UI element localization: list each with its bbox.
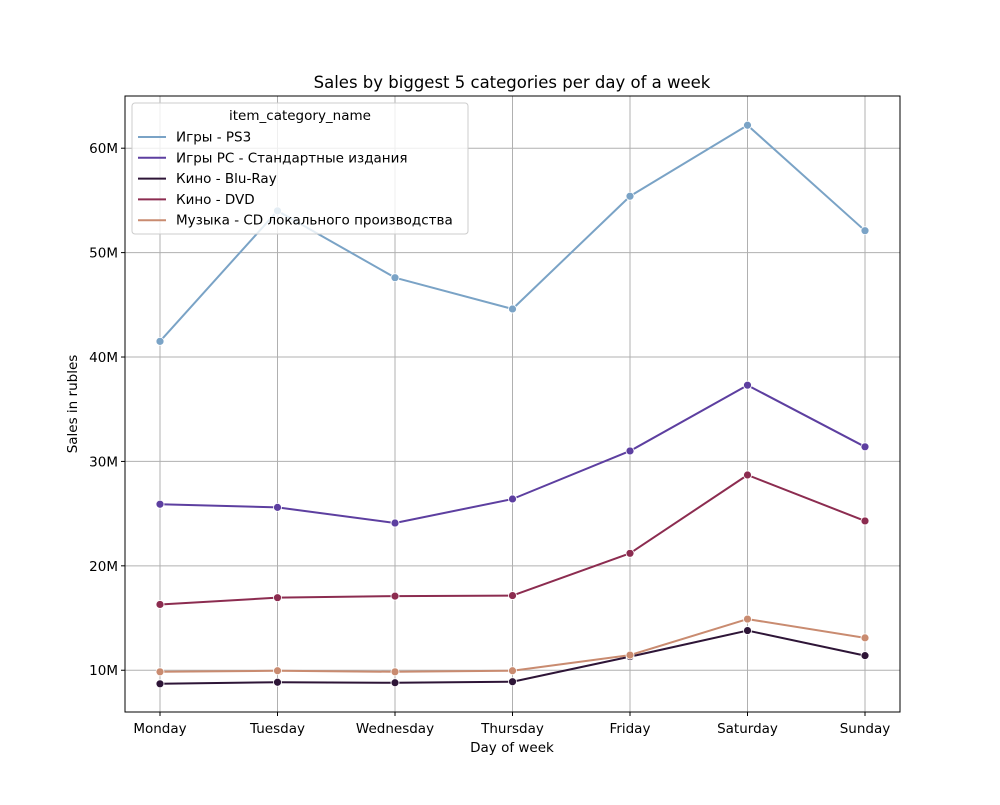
x-tick-label: Monday — [133, 721, 186, 737]
data-point — [508, 677, 517, 687]
y-tick-label: 40M — [89, 350, 118, 366]
data-point — [390, 273, 400, 283]
data-point — [508, 304, 517, 314]
data-point — [625, 548, 635, 558]
data-point — [390, 591, 400, 601]
y-tick-label: 50M — [89, 246, 118, 262]
data-point — [860, 651, 870, 661]
legend-label: Игры - PS3 — [176, 130, 251, 146]
data-point — [860, 633, 870, 643]
data-point — [743, 120, 752, 130]
data-point — [743, 614, 752, 624]
y-axis-label: Sales in rubles — [65, 355, 81, 454]
data-point — [390, 678, 400, 688]
y-tick-label: 30M — [89, 454, 118, 470]
y-tick-label: 10M — [89, 663, 118, 679]
series — [155, 380, 870, 528]
legend-label: Музыка - CD локального производства — [176, 213, 453, 229]
legend-title: item_category_name — [229, 108, 371, 124]
data-point — [743, 470, 752, 480]
data-point — [860, 516, 870, 526]
legend-entry: Игры PC - Стандартные издания — [138, 150, 408, 166]
data-point — [508, 591, 517, 600]
x-tick-label: Tuesday — [249, 721, 305, 737]
data-point — [508, 494, 517, 504]
data-point — [155, 679, 165, 689]
series — [155, 614, 870, 677]
legend-entries: Игры - PS3 Игры PC - Стандартные издания К… — [138, 130, 453, 229]
data-point — [273, 666, 282, 676]
data-point — [155, 667, 165, 677]
data-point — [743, 626, 752, 635]
series — [155, 470, 870, 609]
data-point — [625, 446, 635, 456]
y-axis-ticks: 10M 20M 30M 40M 50M 60M — [89, 141, 125, 679]
data-point — [743, 380, 752, 390]
data-point — [508, 666, 517, 676]
data-point — [155, 336, 165, 346]
data-point — [155, 499, 165, 509]
data-point — [273, 593, 282, 603]
x-tick-label: Friday — [610, 721, 651, 737]
chart-title: Sales by biggest 5 categories per day of… — [314, 73, 711, 92]
legend-label: Кино - DVD — [176, 192, 255, 208]
x-axis-label: Day of week — [470, 740, 554, 756]
x-tick-label: Saturday — [717, 721, 778, 737]
y-tick-label: 20M — [89, 559, 118, 575]
legend: item_category_name Игры - PS3 Игры PC - С… — [131, 102, 469, 235]
data-point — [625, 650, 635, 660]
data-point — [273, 502, 282, 512]
data-point — [273, 677, 282, 687]
data-point — [625, 191, 635, 201]
legend-label: Кино - Blu-Ray — [176, 171, 277, 187]
data-point — [860, 442, 870, 452]
data-point — [860, 226, 870, 236]
data-point — [390, 518, 400, 528]
legend-entry: Кино - Blu-Ray — [138, 171, 277, 187]
legend-entry: Музыка - CD локального производства — [138, 213, 453, 229]
legend-entry: Кино - DVD — [138, 192, 255, 208]
x-tick-label: Thursday — [480, 721, 544, 737]
x-tick-label: Sunday — [840, 721, 891, 737]
data-point — [390, 667, 400, 677]
legend-entry: Игры - PS3 — [138, 130, 251, 146]
x-tick-label: Wednesday — [356, 721, 434, 737]
y-tick-label: 60M — [89, 141, 118, 157]
legend-box — [131, 102, 469, 235]
data-point — [155, 600, 165, 609]
x-axis-ticks: Monday Tuesday Wednesday Thursday Friday Satu… — [133, 712, 890, 737]
legend-label: Игры PC - Стандартные издания — [176, 150, 408, 166]
